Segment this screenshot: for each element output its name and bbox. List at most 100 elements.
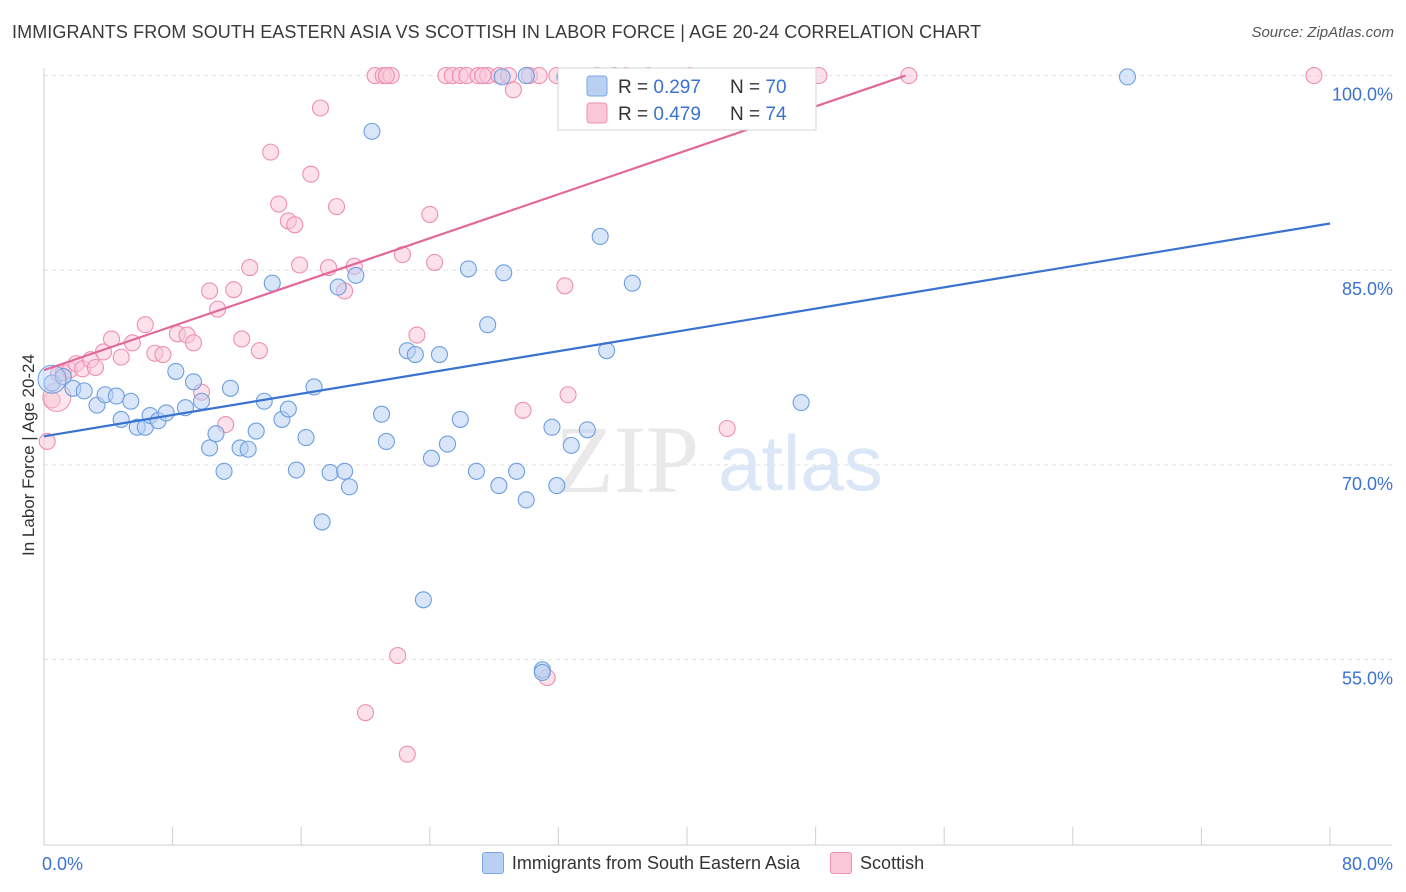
point-blue-53 (508, 462, 526, 480)
stats-legend: R = 0.297 N = 70 R = 0.479 N = 74 (557, 67, 817, 131)
point-blue-66 (792, 393, 810, 412)
stats-legend-swatch-blue (586, 75, 608, 97)
point-pink-24 (233, 330, 251, 348)
point-blue-33 (321, 464, 339, 482)
x-tick-labels: 0.0% 80.0% (42, 854, 1393, 874)
stats-n-label-2: N = (730, 104, 765, 125)
point-blue-26 (263, 274, 281, 292)
svg-text:N = 74: N = 74 (730, 104, 787, 125)
point-pink-26 (250, 342, 268, 360)
point-blue-6 (107, 387, 125, 405)
point-blue-28 (279, 400, 297, 418)
stats-r-label-1: R = (618, 77, 653, 98)
point-blue-42 (406, 345, 424, 364)
point-blue-3 (75, 382, 93, 400)
point-pink-71 (1305, 67, 1323, 85)
legend-item-scottish[interactable]: Scottish (830, 852, 924, 874)
point-pink-46 (421, 205, 439, 223)
point-pink-38 (356, 704, 375, 722)
point-pink-8 (86, 358, 104, 377)
svg-text:R = 0.297: R = 0.297 (618, 77, 701, 98)
point-pink-23 (225, 281, 243, 299)
point-blue-34 (329, 278, 347, 296)
point-blue-18 (201, 439, 219, 457)
point-pink-28 (270, 195, 288, 213)
point-blue-46 (438, 435, 457, 453)
legend-label-scottish: Scottish (860, 852, 925, 873)
point-pink-62 (556, 277, 574, 295)
point-blue-8 (122, 392, 140, 410)
series-immigrants (37, 67, 1137, 681)
source-label: Source: ZipAtlas.com (1251, 24, 1394, 41)
point-blue-58 (548, 477, 566, 495)
point-blue-29 (287, 461, 305, 479)
point-pink-73 (377, 67, 395, 85)
point-blue-47 (451, 410, 469, 428)
point-blue-65 (623, 274, 641, 292)
point-blue-37 (347, 266, 365, 284)
point-pink-30 (286, 216, 304, 234)
y-tick-label-0: 100.0% (1332, 85, 1393, 105)
point-blue-69 (517, 67, 535, 85)
point-pink-63 (559, 386, 577, 404)
watermark-zip: ZIP (555, 406, 699, 513)
point-blue-16 (184, 373, 203, 391)
point-blue-23 (239, 440, 257, 458)
point-blue-36 (340, 478, 358, 496)
y-axis-label: In Labor Force | Age 20-24 (19, 354, 38, 556)
point-blue-35 (336, 462, 354, 480)
point-pink-44 (398, 745, 416, 763)
point-blue-48 (459, 260, 477, 278)
y-tick-label-2: 70.0% (1342, 474, 1393, 494)
bottom-legend: Immigrants from South Eastern Asia Scott… (0, 852, 1406, 874)
x-tick-label-0: 0.0% (42, 854, 83, 874)
point-pink-57 (514, 401, 532, 419)
y-tick-label-3: 55.0% (1342, 668, 1393, 688)
point-pink-20 (201, 282, 219, 300)
point-blue-45 (430, 345, 448, 364)
point-blue-14 (167, 362, 185, 380)
point-blue-30 (297, 429, 315, 447)
point-blue-19 (207, 425, 225, 443)
point-pink-25 (241, 259, 259, 277)
point-blue-57 (543, 418, 561, 436)
point-blue-54 (517, 491, 535, 509)
point-blue-51 (490, 477, 508, 495)
point-pink-72 (474, 67, 492, 85)
point-blue-52 (495, 264, 513, 282)
point-blue-62 (591, 227, 609, 246)
point-blue-cluster (37, 364, 67, 394)
legend-item-immigrants[interactable]: Immigrants from South Eastern Asia (481, 852, 801, 874)
point-blue-1 (54, 368, 72, 386)
chart-title: IMMIGRANTS FROM SOUTH EASTERN ASIA VS SC… (12, 22, 982, 42)
legend-swatch-blue (481, 852, 504, 874)
axes (43, 68, 1392, 846)
point-blue-60 (562, 436, 580, 454)
legend-label-immigrants: Immigrants from South Eastern Asia (511, 852, 801, 873)
point-blue-21 (221, 379, 240, 397)
point-pink-32 (302, 165, 320, 183)
watermark-atlas: atlas (718, 419, 883, 507)
point-pink-47 (426, 253, 444, 271)
point-pink-18 (184, 334, 203, 352)
trend-line-blue (43, 222, 1331, 438)
point-blue-61 (578, 421, 596, 439)
point-pink-13 (136, 316, 154, 334)
point-pink-31 (291, 256, 309, 274)
point-blue-49 (467, 462, 485, 480)
svg-text:N = 70: N = 70 (730, 77, 787, 98)
stats-legend-swatch-pink (586, 102, 608, 124)
legend-swatch-pink (830, 852, 853, 874)
y-tick-label-1: 85.0% (1342, 279, 1393, 299)
point-blue-39 (373, 405, 391, 423)
svg-text:R = 0.479: R = 0.479 (618, 104, 701, 125)
point-pink-56 (504, 81, 522, 99)
stats-r-label-2: R = (618, 104, 653, 125)
point-pink-11 (112, 348, 130, 366)
stats-n-label-1: N = (730, 77, 765, 98)
stats-n-value-2: 74 (765, 104, 787, 125)
point-blue-43 (414, 591, 432, 609)
point-pink-1 (43, 391, 61, 409)
point-blue-68 (493, 68, 511, 86)
